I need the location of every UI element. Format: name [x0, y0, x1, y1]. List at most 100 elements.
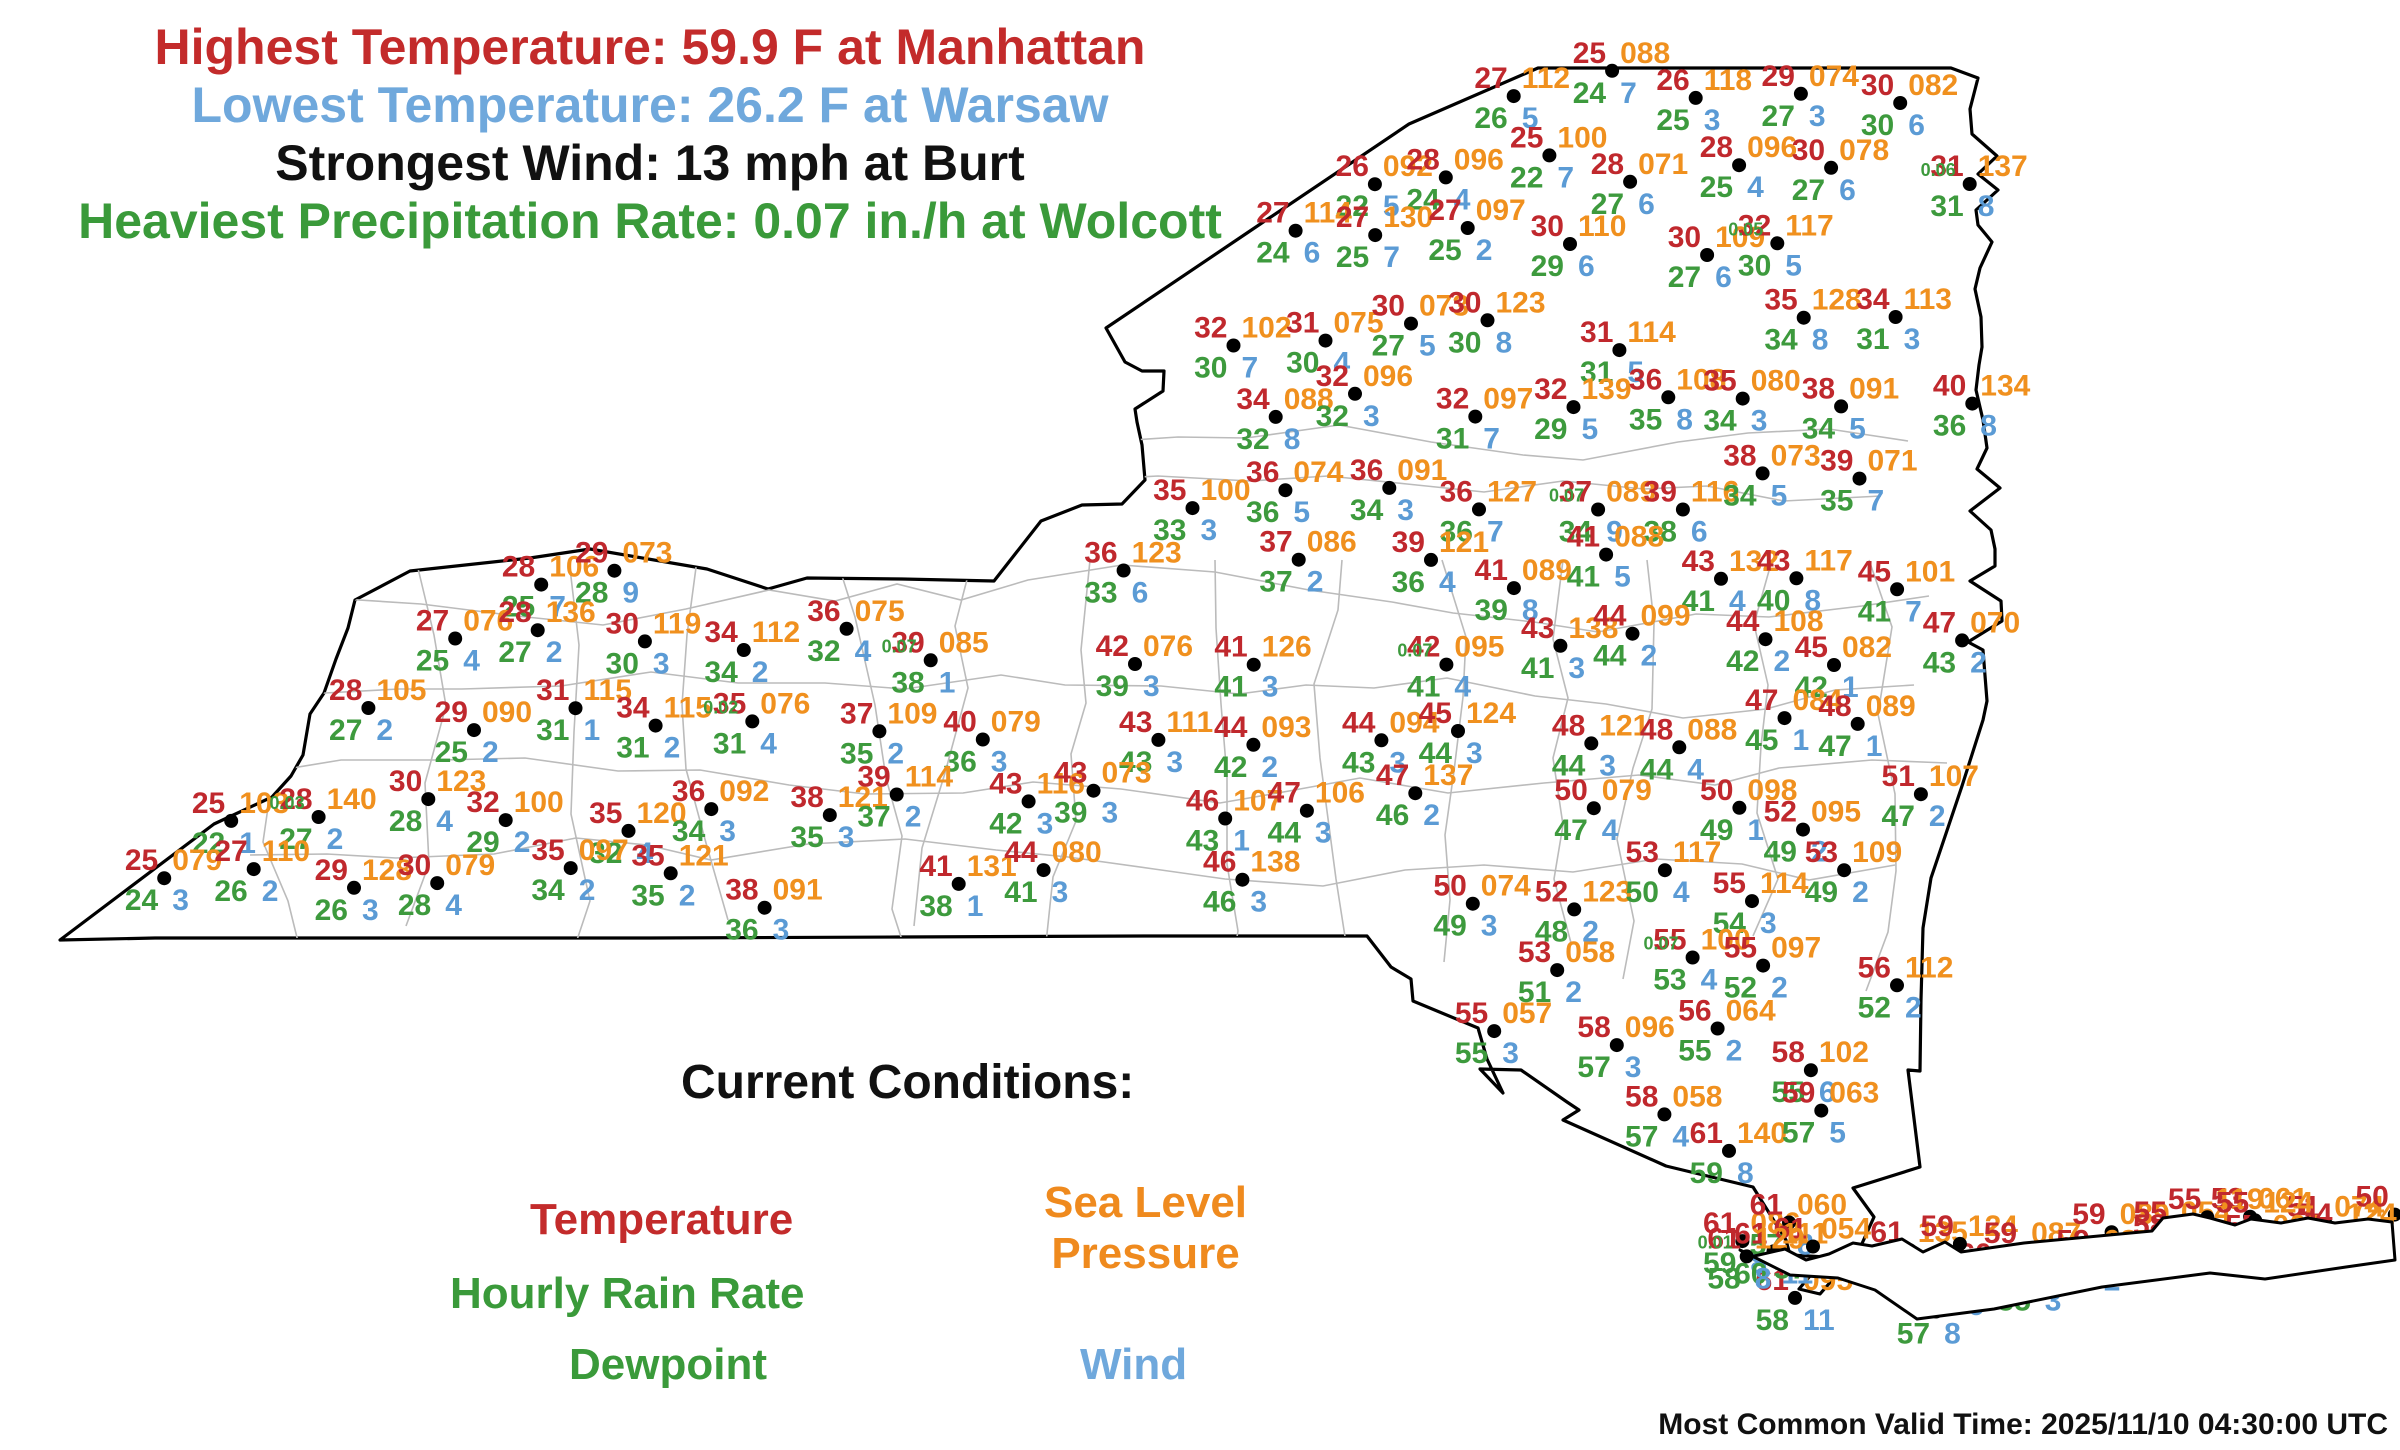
svg-text:50: 50: [1700, 774, 1733, 807]
svg-text:134: 134: [1980, 370, 2030, 403]
svg-text:42: 42: [1096, 630, 1129, 663]
svg-text:102: 102: [1819, 1036, 1869, 1069]
svg-text:097: 097: [1476, 194, 1526, 227]
svg-text:6: 6: [1638, 188, 1655, 221]
svg-text:2: 2: [1852, 876, 1869, 909]
svg-text:136: 136: [546, 596, 596, 629]
svg-text:35: 35: [790, 821, 823, 854]
svg-text:40: 40: [1933, 370, 1966, 403]
svg-text:31: 31: [1436, 423, 1469, 456]
svg-text:39: 39: [1096, 670, 1129, 703]
svg-text:58: 58: [1772, 1036, 1805, 1069]
svg-text:3: 3: [1102, 797, 1119, 830]
svg-text:29: 29: [315, 854, 348, 887]
svg-text:41: 41: [1214, 631, 1247, 664]
svg-text:24: 24: [1573, 77, 1607, 110]
svg-text:50: 50: [1554, 774, 1587, 807]
svg-text:57: 57: [1625, 1120, 1658, 1153]
svg-text:43: 43: [1054, 757, 1087, 790]
svg-text:6: 6: [1132, 577, 1149, 610]
svg-text:55: 55: [2168, 1183, 2201, 1216]
svg-text:36: 36: [807, 595, 840, 628]
svg-text:123: 123: [1496, 286, 1546, 319]
svg-text:42: 42: [1726, 645, 1759, 678]
svg-text:5: 5: [1614, 561, 1631, 594]
svg-text:7: 7: [1383, 241, 1400, 274]
svg-text:119: 119: [653, 607, 701, 640]
svg-text:38: 38: [891, 666, 924, 699]
svg-text:49: 49: [1805, 876, 1838, 909]
svg-text:1: 1: [967, 890, 984, 923]
svg-text:27: 27: [1762, 100, 1795, 133]
svg-text:11: 11: [1803, 1304, 1835, 1337]
svg-text:35: 35: [631, 839, 664, 872]
svg-text:4: 4: [1701, 964, 1718, 997]
svg-text:070: 070: [1970, 606, 2020, 639]
svg-text:1: 1: [1793, 724, 1810, 757]
svg-text:25: 25: [1656, 104, 1689, 137]
svg-text:43: 43: [989, 767, 1022, 800]
svg-text:39: 39: [1644, 476, 1677, 509]
svg-text:43: 43: [1119, 706, 1152, 739]
svg-text:3: 3: [838, 821, 855, 854]
svg-text:43: 43: [1757, 544, 1790, 577]
svg-text:59: 59: [1782, 1077, 1815, 1110]
svg-text:24: 24: [1256, 237, 1290, 270]
svg-text:44: 44: [1342, 706, 1376, 739]
svg-text:25: 25: [1510, 121, 1543, 154]
svg-text:35: 35: [589, 797, 622, 830]
svg-text:37: 37: [1259, 526, 1292, 559]
svg-text:49: 49: [1433, 910, 1466, 943]
svg-text:3: 3: [1397, 494, 1414, 527]
svg-text:25: 25: [1428, 234, 1461, 267]
svg-text:3: 3: [653, 647, 670, 680]
svg-text:56: 56: [1858, 951, 1891, 984]
svg-text:30: 30: [1668, 221, 1701, 254]
svg-text:7: 7: [1557, 161, 1574, 194]
svg-text:43: 43: [1923, 646, 1956, 679]
svg-text:107: 107: [1929, 760, 1979, 793]
svg-text:4: 4: [436, 805, 453, 838]
svg-text:55: 55: [1724, 932, 1757, 965]
svg-text:096: 096: [1747, 131, 1797, 164]
svg-text:53: 53: [1805, 836, 1838, 869]
svg-text:41: 41: [1004, 876, 1037, 909]
svg-text:124: 124: [1466, 697, 1516, 730]
svg-text:2: 2: [1970, 646, 1987, 679]
svg-text:2: 2: [1774, 645, 1791, 678]
svg-text:2: 2: [1929, 800, 1946, 833]
svg-text:0.02: 0.02: [703, 697, 738, 717]
svg-text:58: 58: [1577, 1011, 1610, 1044]
svg-text:34: 34: [1856, 283, 1890, 316]
svg-text:36: 36: [1246, 456, 1279, 489]
svg-text:140: 140: [327, 783, 377, 816]
svg-text:064: 064: [1726, 995, 1776, 1028]
svg-text:2: 2: [546, 636, 563, 669]
svg-text:40: 40: [943, 706, 976, 739]
svg-text:2: 2: [1905, 991, 1922, 1024]
svg-text:128: 128: [1812, 284, 1862, 317]
svg-text:4: 4: [760, 727, 777, 760]
svg-text:097: 097: [579, 834, 629, 867]
svg-text:35: 35: [631, 879, 664, 912]
svg-text:31: 31: [1580, 316, 1613, 349]
svg-text:34: 34: [704, 656, 738, 689]
svg-text:3: 3: [1052, 876, 1069, 909]
svg-text:117: 117: [1673, 836, 1721, 869]
svg-text:27: 27: [1474, 62, 1507, 95]
svg-text:38: 38: [1723, 439, 1756, 472]
svg-text:55: 55: [1678, 1035, 1711, 1068]
svg-text:50: 50: [1626, 876, 1659, 909]
svg-text:2: 2: [1476, 234, 1493, 267]
svg-text:25: 25: [1336, 241, 1369, 274]
svg-text:49: 49: [1764, 836, 1797, 869]
svg-text:4: 4: [855, 635, 872, 668]
svg-text:39: 39: [1054, 797, 1087, 830]
svg-text:7: 7: [1242, 352, 1259, 385]
svg-text:30: 30: [1531, 210, 1564, 243]
svg-text:45: 45: [1858, 555, 1891, 588]
svg-text:30: 30: [606, 607, 639, 640]
svg-text:088: 088: [1614, 521, 1664, 554]
svg-text:6: 6: [1304, 237, 1321, 270]
svg-text:48: 48: [1640, 713, 1673, 746]
